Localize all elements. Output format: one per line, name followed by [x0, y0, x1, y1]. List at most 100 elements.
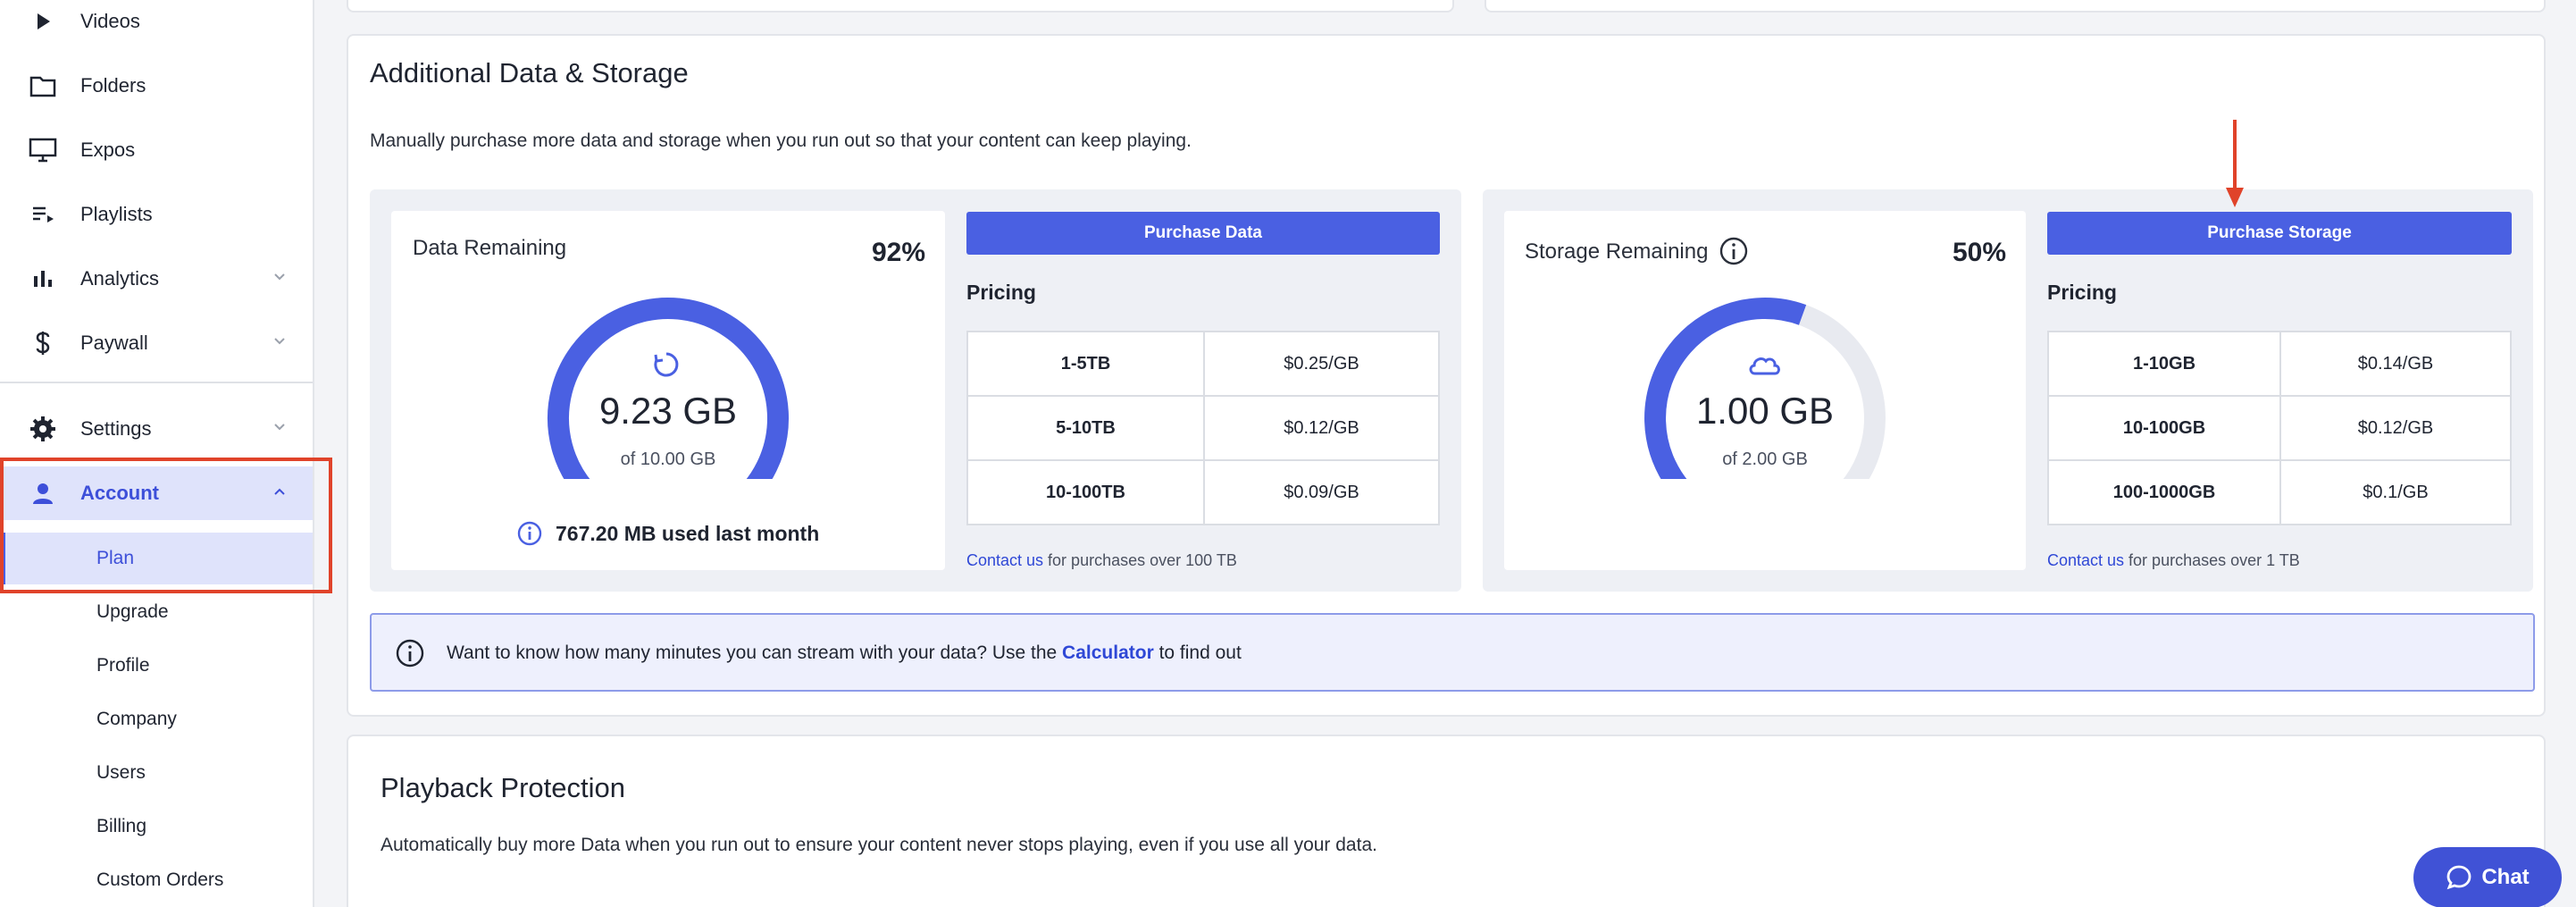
sidebar-subitem-users[interactable]: Users — [0, 747, 313, 799]
bar-chart-icon — [27, 263, 59, 295]
data-gauge-card — [391, 211, 945, 570]
data-pricing-heading: Pricing — [966, 281, 1036, 304]
info-icon — [517, 521, 542, 546]
sidebar-subitem-upgrade[interactable]: Upgrade — [0, 586, 313, 638]
folder-icon — [27, 70, 59, 102]
pricing-tier: 10-100TB — [966, 459, 1205, 525]
sidebar-item-label: Expos — [80, 139, 136, 161]
contact-note-text: for purchases over 1 TB — [2124, 551, 2300, 569]
sidebar-item-settings[interactable]: Settings — [0, 402, 313, 456]
purchase-data-button[interactable]: Purchase Data — [966, 212, 1440, 255]
pricing-tier: 1-10GB — [2047, 331, 2281, 397]
sidebar-item-label: Settings — [80, 417, 152, 440]
table-row: 1-5TB $0.25/GB — [966, 331, 1440, 397]
sidebar-item-folders[interactable]: Folders — [0, 59, 313, 113]
sidebar-item-label: Playlists — [80, 203, 153, 225]
data-gauge — [534, 298, 802, 483]
data-total: of 10.00 GB — [620, 449, 716, 469]
pricing-price: $0.09/GB — [1203, 459, 1440, 525]
sidebar-subitem-label: Upgrade — [96, 601, 169, 622]
gauge-fill — [1644, 298, 1807, 483]
table-row: 1-10GB $0.14/GB — [2047, 331, 2512, 397]
pricing-price: $0.14/GB — [2279, 331, 2512, 397]
sidebar-item-analytics[interactable]: Analytics — [0, 252, 313, 306]
calculator-link[interactable]: Calculator — [1062, 642, 1154, 663]
contact-us-link[interactable]: Contact us — [966, 551, 1044, 569]
pricing-price: $0.1/GB — [2279, 459, 2512, 525]
table-row: 5-10TB $0.12/GB — [966, 395, 1440, 461]
playlist-icon — [27, 198, 59, 231]
chevron-up-icon — [273, 484, 286, 500]
table-row: 10-100GB $0.12/GB — [2047, 395, 2512, 461]
pricing-price: $0.25/GB — [1203, 331, 1440, 397]
storage-pricing-heading: Pricing — [2047, 281, 2117, 304]
gear-icon — [27, 413, 59, 445]
sidebar-item-videos[interactable]: Videos — [0, 0, 313, 48]
chat-button[interactable]: Chat — [2413, 847, 2562, 907]
sidebar-subitem-label: Billing — [96, 816, 147, 836]
sidebar-subitem-label: Profile — [96, 655, 150, 676]
data-remaining-amount: 9.23 GB — [598, 390, 738, 432]
sidebar-subitem-profile[interactable]: Profile — [0, 640, 313, 692]
contact-note-text: for purchases over 100 TB — [1043, 551, 1237, 569]
playback-protection-card — [347, 735, 2546, 907]
chat-label: Chat — [2481, 865, 2530, 889]
chevron-down-icon — [273, 334, 286, 350]
dollar-icon — [27, 327, 59, 359]
sidebar-subitem-label: Users — [96, 762, 146, 783]
storage-total: of 2.00 GB — [1722, 449, 1808, 469]
sidebar-item-expos[interactable]: Expos — [0, 123, 313, 177]
data-used-last-month: 767.20 MB used last month — [516, 520, 819, 547]
sidebar-item-label: Account — [80, 482, 159, 504]
sidebar-item-paywall[interactable]: Paywall — [0, 316, 313, 370]
storage-remaining-percent: 50% — [1953, 238, 2007, 267]
section-title: Additional Data & Storage — [370, 57, 689, 88]
top-card-right — [1485, 0, 2546, 13]
sidebar-subitem-label: Company — [96, 709, 177, 729]
section-description: Manually purchase more data and storage … — [370, 130, 1192, 151]
storage-gauge — [1631, 298, 1899, 483]
chevron-down-icon — [273, 420, 286, 436]
data-remaining-percent: 92% — [872, 238, 926, 267]
calculator-info-banner: Want to know how many minutes you can st… — [370, 613, 2535, 692]
playback-description: Automatically buy more Data when you run… — [381, 835, 1377, 855]
sidebar-divider — [0, 382, 313, 383]
pricing-price: $0.12/GB — [1203, 395, 1440, 461]
pricing-tier: 1-5TB — [966, 331, 1205, 397]
storage-gauge-card — [1504, 211, 2026, 570]
storage-remaining-amount: 1.00 GB — [1695, 390, 1835, 432]
table-row: 10-100TB $0.09/GB — [966, 459, 1440, 525]
data-remaining-title: Data Remaining — [413, 236, 567, 260]
sidebar-subitem-label: Plan — [96, 548, 135, 568]
chevron-down-icon — [273, 270, 286, 286]
sidebar-subitem-custom-orders[interactable]: Custom Orders — [0, 854, 313, 906]
pricing-tier: 10-100GB — [2047, 395, 2281, 461]
sidebar-subitem-billing[interactable]: Billing — [0, 801, 313, 852]
sidebar: Videos Folders Expos Playlists Analytics… — [0, 0, 332, 907]
data-contact-note: Contact us for purchases over 100 TB — [966, 551, 1237, 570]
sidebar-item-label: Paywall — [80, 332, 148, 354]
refresh-icon — [654, 352, 679, 377]
monitor-icon — [27, 134, 59, 166]
user-icon — [27, 477, 59, 509]
sidebar-item-label: Analytics — [80, 267, 160, 290]
pricing-price: $0.12/GB — [2279, 395, 2512, 461]
sidebar-subitem-company[interactable]: Company — [0, 693, 313, 745]
info-icon[interactable] — [1719, 236, 1749, 266]
contact-us-link[interactable]: Contact us — [2047, 551, 2125, 569]
storage-contact-note: Contact us for purchases over 1 TB — [2047, 551, 2300, 570]
annotation-arrow — [2226, 120, 2244, 207]
banner-text-after: to find out — [1153, 642, 1242, 663]
storage-pricing-table: 1-10GB $0.14/GB 10-100GB $0.12/GB 100-10… — [2047, 331, 2512, 525]
top-card-left — [347, 0, 1454, 13]
sidebar-subitem-label: Custom Orders — [96, 869, 224, 890]
purchase-storage-button[interactable]: Purchase Storage — [2047, 212, 2512, 255]
playback-title: Playback Protection — [381, 772, 625, 803]
gauge-fill — [548, 298, 789, 483]
sidebar-item-account[interactable]: Account — [0, 466, 313, 520]
sidebar-item-playlists[interactable]: Playlists — [0, 188, 313, 241]
cloud-icon — [1749, 357, 1780, 375]
banner-text: Want to know how many minutes you can st… — [447, 642, 1242, 664]
sidebar-subitem-plan[interactable]: Plan — [0, 533, 313, 584]
sidebar-item-label: Videos — [80, 10, 140, 32]
